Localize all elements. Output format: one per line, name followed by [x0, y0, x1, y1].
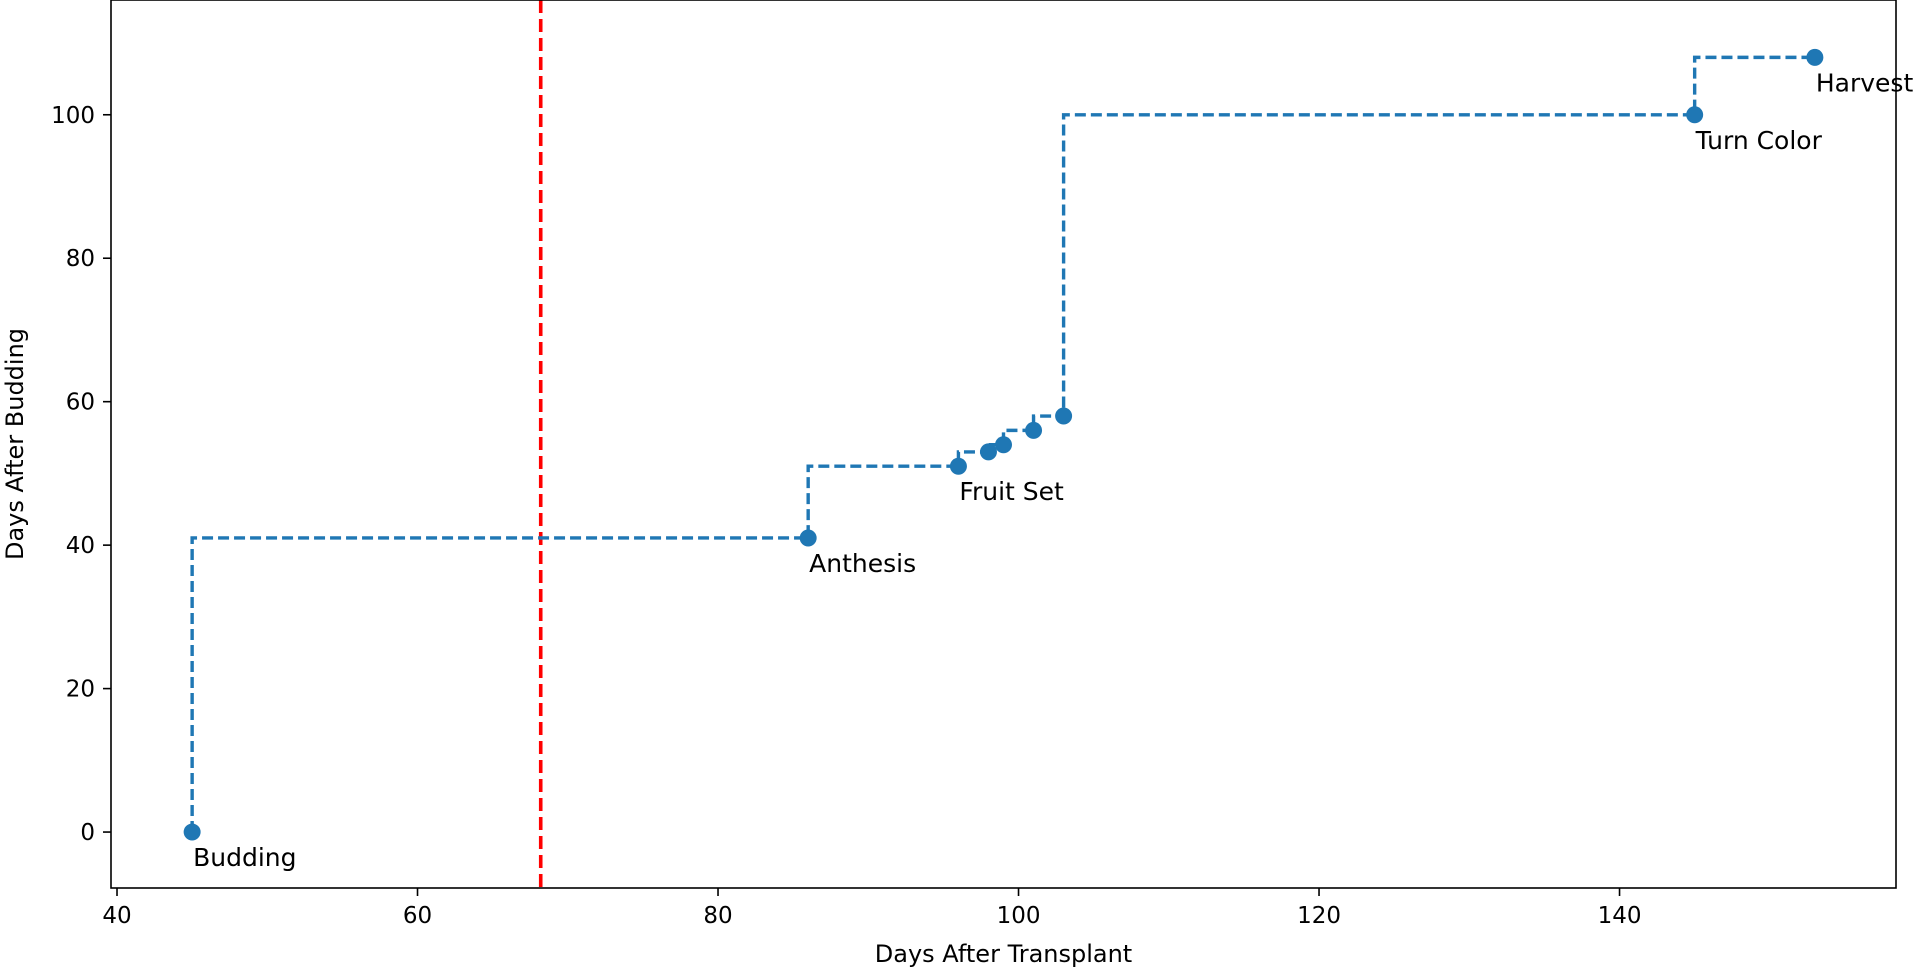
stage-label: Budding — [193, 843, 296, 872]
y-tick-label: 40 — [66, 533, 95, 559]
series-step-line — [190, 55, 1815, 833]
y-axis-label: Days After Budding — [1, 328, 29, 560]
x-tick-label: 40 — [102, 903, 131, 929]
data-point — [1806, 48, 1824, 66]
data-point — [1055, 407, 1073, 425]
x-tick-label: 60 — [403, 903, 432, 929]
y-tick-label: 100 — [51, 103, 95, 129]
data-point — [1686, 106, 1704, 124]
stage-label: Fruit Set — [959, 477, 1064, 506]
stage-label: Harvest — [1816, 68, 1914, 97]
x-tick-label: 80 — [703, 903, 732, 929]
x-axis-label: Days After Transplant — [875, 940, 1132, 968]
data-point — [183, 823, 201, 841]
x-tick-label: 120 — [1297, 903, 1341, 929]
data-point — [1025, 421, 1043, 439]
plot-layer: Budding Anthesis Fruit Set Turn Color Harves… — [183, 0, 1914, 888]
y-tick-label: 0 — [80, 820, 95, 846]
data-point — [995, 436, 1012, 454]
x-tick-label: 100 — [997, 903, 1041, 929]
data-point — [949, 457, 967, 475]
data-point — [979, 443, 997, 461]
y-tick-label: 60 — [66, 390, 95, 416]
axes-layer: 40 60 80 100 120 140 0 20 40 60 80 100 — [51, 103, 1641, 929]
stage-label: Turn Color — [1695, 126, 1823, 155]
x-tick-label: 140 — [1598, 903, 1642, 929]
y-tick-label: 20 — [66, 677, 95, 703]
data-point — [799, 529, 817, 547]
stage-label: Anthesis — [809, 549, 916, 578]
y-tick-label: 80 — [66, 246, 95, 272]
plot-frame — [110, 0, 1897, 889]
